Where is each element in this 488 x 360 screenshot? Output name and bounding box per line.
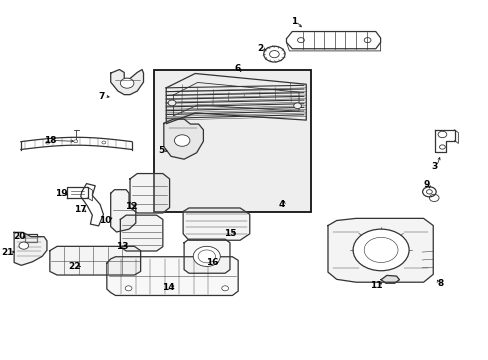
Text: 12: 12 — [124, 202, 137, 211]
Text: 18: 18 — [43, 136, 56, 145]
Text: 7: 7 — [99, 91, 105, 100]
Circle shape — [352, 229, 408, 271]
Polygon shape — [14, 232, 47, 265]
Circle shape — [174, 135, 189, 146]
Circle shape — [168, 100, 176, 106]
Circle shape — [125, 286, 132, 291]
Circle shape — [293, 103, 301, 109]
Polygon shape — [380, 275, 399, 283]
Text: 11: 11 — [369, 281, 382, 290]
Text: 21: 21 — [1, 248, 14, 257]
Text: 4: 4 — [278, 200, 284, 209]
Polygon shape — [183, 208, 249, 240]
Circle shape — [19, 242, 29, 249]
Text: 3: 3 — [430, 162, 436, 171]
Bar — [154, 70, 310, 212]
Text: 6: 6 — [234, 64, 240, 73]
Circle shape — [193, 246, 220, 266]
Circle shape — [120, 78, 134, 88]
Text: 1: 1 — [290, 17, 296, 26]
Polygon shape — [327, 219, 432, 282]
Text: 8: 8 — [437, 279, 443, 288]
Polygon shape — [163, 119, 203, 159]
Polygon shape — [130, 174, 169, 213]
Text: 13: 13 — [116, 242, 128, 251]
Text: 15: 15 — [223, 229, 236, 238]
Text: 9: 9 — [423, 180, 429, 189]
Text: 14: 14 — [162, 283, 175, 292]
Text: 5: 5 — [158, 146, 163, 155]
Polygon shape — [106, 257, 238, 296]
Text: 10: 10 — [99, 216, 111, 225]
Polygon shape — [120, 215, 163, 251]
Text: 20: 20 — [13, 232, 25, 241]
Text: 19: 19 — [55, 189, 67, 198]
Polygon shape — [50, 246, 141, 275]
Polygon shape — [183, 239, 229, 273]
Text: 2: 2 — [256, 44, 263, 53]
Polygon shape — [110, 190, 136, 232]
Text: 17: 17 — [74, 205, 86, 214]
Circle shape — [221, 286, 228, 291]
Text: 16: 16 — [205, 258, 218, 267]
Text: 22: 22 — [69, 262, 81, 271]
Polygon shape — [110, 69, 143, 95]
